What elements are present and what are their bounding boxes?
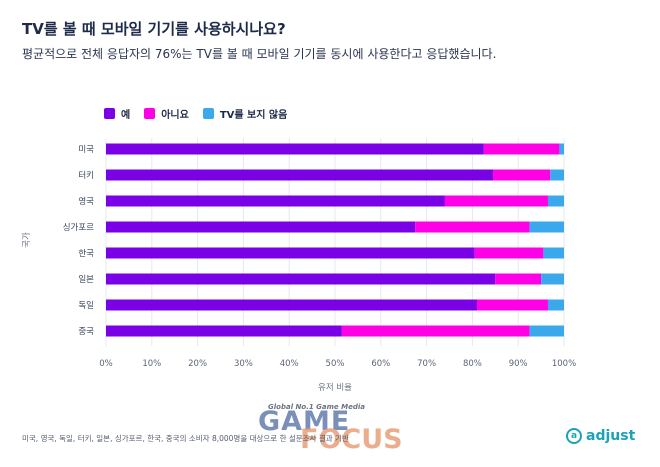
x-tick-label: 70% [417, 359, 436, 369]
bar-segment-yes [106, 299, 477, 311]
x-tick-label: 30% [234, 359, 253, 369]
bar-segment-no-tv [541, 273, 564, 285]
bar-segment-yes [106, 273, 496, 285]
bar-segment-yes [106, 169, 494, 181]
bar-segment-no [474, 247, 544, 259]
bar-segment-yes [106, 195, 445, 207]
bar-segment-no [493, 169, 551, 181]
x-tick-label: 100% [552, 359, 576, 369]
adjust-logo: a adjust [566, 428, 635, 444]
bar-segment-no-tv [529, 221, 564, 233]
bar-segment-no-tv [543, 247, 564, 259]
y-tick-label: 독일 [78, 301, 94, 311]
x-tick-label: 80% [463, 359, 482, 369]
legend-swatch-yes [104, 108, 115, 119]
bar-segment-no [476, 299, 548, 311]
watermark-focus: FOCUS [300, 424, 403, 455]
x-tick-label: 90% [509, 359, 528, 369]
legend-label-no-tv: TV를 보지 않음 [219, 110, 288, 121]
bar-segment-no [444, 195, 548, 207]
y-tick-label: 싱가포르 [63, 222, 94, 233]
y-tick-label: 중국 [78, 327, 94, 337]
legend-label-yes: 예 [121, 110, 131, 121]
y-tick-label: 미국 [78, 145, 94, 155]
bar-segment-no [495, 273, 542, 285]
chart-title: TV를 볼 때 모바일 기기를 사용하시나요? [22, 20, 286, 38]
bar-segment-yes [106, 325, 342, 337]
stacked-bar-chart: 0% 10% 20% 30% 40% 50% 60% 70% 80% 90% 100% 미국터키영국싱… [22, 138, 576, 393]
bar-segment-no-tv [547, 195, 564, 207]
bar-segment-yes [106, 247, 475, 259]
y-tick-label: 일본 [78, 275, 94, 285]
x-tick-label: 20% [188, 359, 207, 369]
legend-swatch-no [144, 108, 156, 119]
bar-segment-no [483, 143, 560, 155]
y-tick-label: 한국 [78, 249, 94, 259]
x-tick-label: 60% [371, 359, 390, 369]
x-tick-label: 10% [142, 359, 161, 369]
y-axis-title: 국가 [22, 232, 32, 248]
x-tick-label: 0% [99, 359, 113, 369]
legend-swatch-no-tv [202, 108, 214, 119]
y-tick-label: 터키 [78, 171, 94, 181]
adjust-logo-icon: a [566, 428, 582, 444]
bar-segment-yes [106, 143, 484, 155]
bar-segment-no [415, 221, 530, 233]
legend-item-no: 아니요 [144, 106, 189, 121]
legend-item-yes: 예 [104, 106, 130, 121]
adjust-logo-text: adjust [586, 428, 636, 444]
watermark-tagline: Global No.1 Game Media [268, 403, 365, 411]
bar-segment-no [341, 325, 530, 337]
bar-segment-no-tv [559, 143, 564, 155]
chart-subtitle: 평균적으로 전체 응답자의 76%는 TV를 볼 때 모바일 기기를 동시에 사… [22, 47, 497, 61]
legend-item-no-tv: TV를 보지 않음 [202, 106, 288, 121]
y-tick-label: 영국 [78, 196, 94, 207]
watermark-game: GAME [258, 406, 351, 437]
bar-segment-no-tv [547, 299, 564, 311]
x-tick-label: 40% [280, 359, 299, 369]
x-tick-label: 50% [326, 359, 345, 369]
legend: 예 아니요 TV를 보지 않음 [104, 106, 287, 121]
footnote: 미국, 영국, 독일, 터키, 일본, 싱가포르, 한국, 중국의 소비자 8,… [22, 434, 349, 443]
bar-segment-no-tv [529, 325, 564, 337]
x-axis-title: 유저 비율 [318, 383, 352, 393]
bar-segment-no-tv [550, 169, 564, 181]
legend-label-no: 아니요 [161, 110, 189, 121]
bar-segment-yes [106, 221, 416, 233]
